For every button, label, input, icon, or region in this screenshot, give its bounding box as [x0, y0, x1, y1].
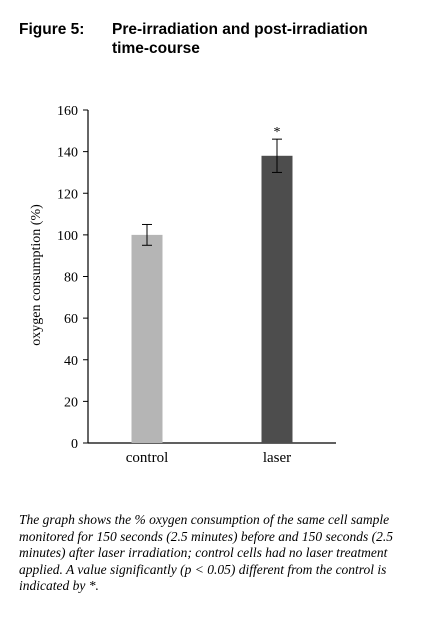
figure-caption: The graph shows the % oxygen consumption… — [19, 512, 393, 594]
figure-number: Figure 5: — [19, 21, 85, 38]
y-axis-label: oxygen consumption (%) — [29, 204, 44, 346]
bar-laser — [261, 155, 293, 443]
y-tick-label: 100 — [57, 229, 78, 244]
y-tick-label: 40 — [64, 354, 78, 369]
plot-area: 0 20 40 60 80 100 120 140 160 control * laser — [57, 104, 336, 466]
y-tick-label: 0 — [71, 437, 78, 452]
x-tick-label-control: control — [126, 450, 169, 466]
x-tick-label-laser: laser — [263, 450, 291, 466]
y-tick-label: 60 — [64, 312, 78, 327]
bar-chart: oxygen consumption (%) 0 20 40 60 80 100 120 14… — [29, 104, 336, 466]
y-tick-label: 120 — [57, 187, 78, 202]
significance-marker: * — [274, 125, 281, 140]
bar-control — [131, 234, 163, 443]
y-tick-label: 80 — [64, 271, 78, 286]
figure-title-text: Pre-irradiation and post-irradiation tim… — [112, 21, 368, 57]
figure-title: Figure 5: Pre-irradiation and post-irrad… — [19, 20, 409, 58]
y-tick-label: 160 — [57, 104, 78, 119]
y-tick-label: 20 — [64, 395, 78, 410]
y-tick-label: 140 — [57, 146, 78, 161]
